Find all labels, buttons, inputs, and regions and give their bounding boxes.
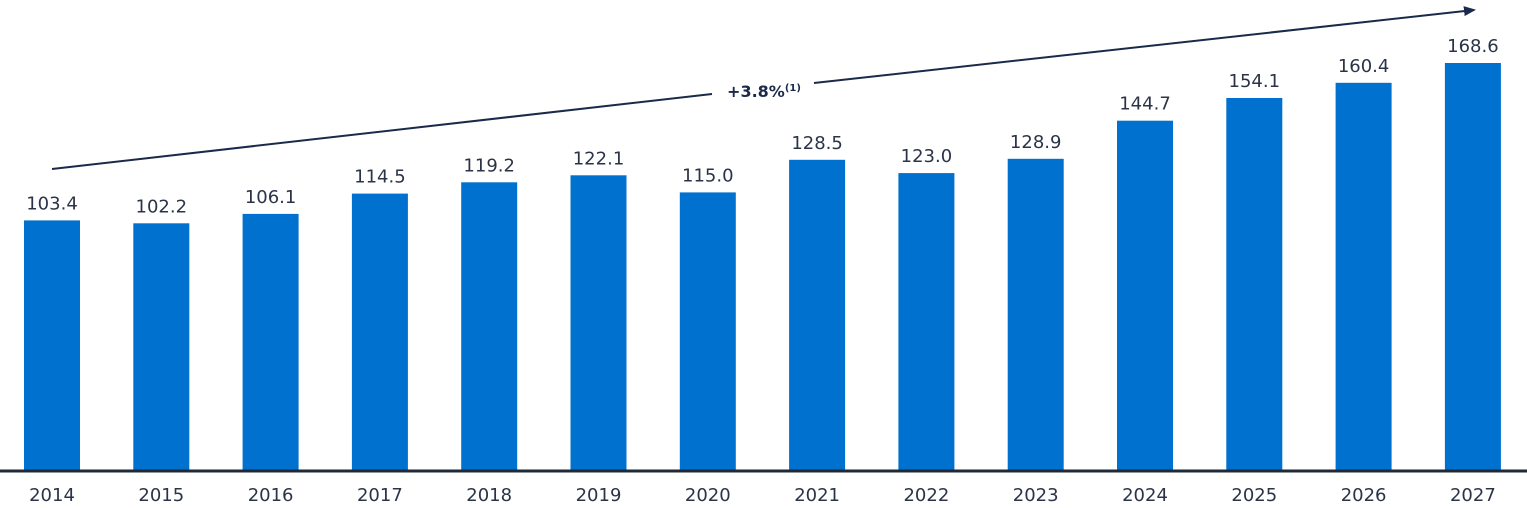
value-label-2015: 102.2 xyxy=(136,196,188,217)
value-label-2020: 115.0 xyxy=(682,165,734,186)
bar-2021 xyxy=(789,159,846,471)
value-label-2014: 103.4 xyxy=(26,193,78,214)
value-label-2023: 128.9 xyxy=(1010,132,1062,153)
trend-annotation: +3.8%(1) xyxy=(51,6,1476,170)
cagr-footnote: (1) xyxy=(785,83,801,94)
value-label-2018: 119.2 xyxy=(463,155,515,176)
bar-2027 xyxy=(1444,63,1501,470)
bar-2018 xyxy=(461,182,518,471)
value-label-2027: 168.6 xyxy=(1447,36,1499,57)
value-label-2016: 106.1 xyxy=(245,187,297,208)
bar-2022 xyxy=(898,173,955,470)
x-tick-2014: 2014 xyxy=(29,485,75,506)
value-labels: 103.4 102.2 106.1 114.5 119.2 122.1 115.0 128.5… xyxy=(26,36,1498,217)
bar-2026 xyxy=(1335,82,1392,471)
cagr-value: +3.8% xyxy=(727,82,785,101)
x-tick-2019: 2019 xyxy=(576,485,622,506)
value-label-2019: 122.1 xyxy=(573,148,625,169)
x-tick-2015: 2015 xyxy=(138,485,184,506)
value-label-2021: 128.5 xyxy=(791,133,843,154)
bar-2017 xyxy=(351,193,408,470)
bar-2020 xyxy=(679,192,736,470)
bar-2025 xyxy=(1226,98,1283,470)
x-tick-2017: 2017 xyxy=(357,485,403,506)
cagr-label: +3.8%(1) xyxy=(727,82,801,101)
value-label-2025: 154.1 xyxy=(1229,71,1281,92)
bar-2023 xyxy=(1007,158,1064,471)
bar-2024 xyxy=(1117,120,1173,470)
x-tick-2026: 2026 xyxy=(1341,485,1387,506)
x-tick-2021: 2021 xyxy=(794,485,840,506)
value-label-2017: 114.5 xyxy=(354,167,406,188)
value-label-2026: 160.4 xyxy=(1338,56,1390,77)
bars xyxy=(24,63,1501,471)
bar-2015 xyxy=(133,223,190,470)
trend-arrow-line xyxy=(51,93,713,170)
trend-arrow-line-head xyxy=(813,6,1476,84)
x-tick-2018: 2018 xyxy=(466,485,512,506)
bar-2016 xyxy=(242,213,299,470)
x-tick-labels: 2014 2015 2016 2017 2018 2019 2020 2021 2022 2023… xyxy=(29,485,1496,506)
value-label-2024: 144.7 xyxy=(1119,94,1171,115)
x-tick-2027: 2027 xyxy=(1450,485,1496,506)
x-tick-2016: 2016 xyxy=(248,485,294,506)
x-tick-2023: 2023 xyxy=(1013,485,1059,506)
x-tick-2020: 2020 xyxy=(685,485,731,506)
bar-2014 xyxy=(24,220,80,470)
bar-2019 xyxy=(570,175,627,471)
x-tick-2022: 2022 xyxy=(903,485,949,506)
x-tick-2024: 2024 xyxy=(1122,485,1168,506)
x-tick-2025: 2025 xyxy=(1231,485,1277,506)
value-label-2022: 123.0 xyxy=(901,146,953,167)
